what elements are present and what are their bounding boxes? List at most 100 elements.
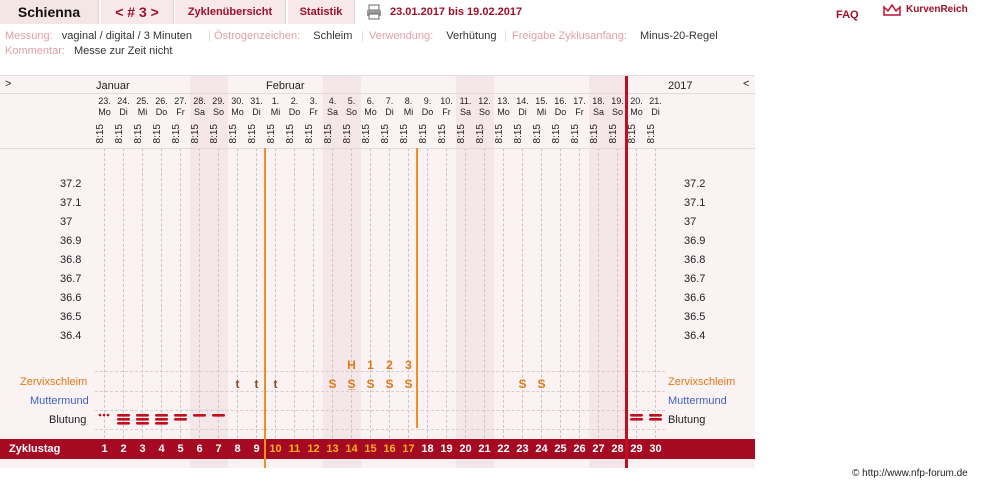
meta-verwendung: Verwendung: Verhütung <box>369 30 496 42</box>
day-number: 21. <box>649 96 662 106</box>
temp-tick-right: 37.1 <box>684 197 706 209</box>
measure-time: 8:15 <box>361 124 372 144</box>
cycle-day-cell[interactable]: 26 <box>573 443 586 455</box>
mucus-mark: S̲ <box>347 377 356 391</box>
temp-tick-right: 36.5 <box>684 311 706 323</box>
day-number: 7. <box>385 96 394 106</box>
crown-icon <box>882 3 902 20</box>
temp-tick-left: 36.5 <box>60 311 82 323</box>
day-number: 15. <box>535 96 548 106</box>
day-number: 3. <box>309 96 318 106</box>
cycle-day-cell[interactable]: 4 <box>158 443 165 455</box>
weekday: Mo <box>364 107 377 117</box>
measure-time: 8:15 <box>171 124 182 144</box>
day-number: 25. <box>136 96 149 106</box>
meta-value: Verhütung <box>446 30 497 42</box>
mucus-mark: S <box>385 377 394 391</box>
measure-time: 8:15 <box>95 124 106 144</box>
measure-time: 8:15 <box>285 124 296 144</box>
day-number: 6. <box>366 96 375 106</box>
cycle-day-cell[interactable]: 21 <box>478 443 491 455</box>
cycle-day-cell[interactable]: 15 <box>364 443 377 455</box>
tab-cycle-overview[interactable]: Zyklenübersicht <box>175 0 286 24</box>
bleeding-marker <box>117 414 130 425</box>
day-number: 28. <box>193 96 206 106</box>
weekday: Mo <box>98 107 111 117</box>
cycle-day-cell[interactable]: 19 <box>440 443 453 455</box>
cycle-day-cell[interactable]: 30 <box>649 443 662 455</box>
cycle-day-cell[interactable]: 12 <box>307 443 320 455</box>
faq-link[interactable]: FAQ <box>836 9 859 21</box>
cycle-day-bar <box>0 439 755 459</box>
measure-time: 8:15 <box>152 124 163 144</box>
cycle-day-cell[interactable]: 5 <box>177 443 184 455</box>
cycle-day-cell[interactable]: 1 <box>101 443 108 455</box>
weekday: Fr <box>176 107 185 117</box>
measure-time: 8:15 <box>570 124 581 144</box>
cycle-day-cell[interactable]: 20 <box>459 443 472 455</box>
cycle-day-cell[interactable]: 14 <box>345 443 358 455</box>
measure-time: 8:15 <box>304 124 315 144</box>
peak-marker: 2 <box>386 358 393 372</box>
cycle-day-cell[interactable]: 29 <box>630 443 643 455</box>
temp-tick-right: 37 <box>684 216 697 228</box>
cycle-day-cell[interactable]: 23 <box>516 443 529 455</box>
cycle-day-cell[interactable]: 24 <box>535 443 548 455</box>
weekday: Do <box>288 107 301 117</box>
print-icon[interactable] <box>366 4 382 20</box>
cycle-day-cell[interactable]: 25 <box>554 443 567 455</box>
day-number: 26. <box>155 96 168 106</box>
measure-time: 8:15 <box>551 124 562 144</box>
temp-tick-left: 36.9 <box>60 235 82 247</box>
cycle-day-cell[interactable]: 8 <box>234 443 241 455</box>
cycle-day-cell[interactable]: 6 <box>196 443 203 455</box>
day-number: 29. <box>212 96 225 106</box>
measure-time: 8:15 <box>209 124 220 144</box>
row-label-blutung: Blutung <box>49 414 87 426</box>
cycle-day-cell[interactable]: 9 <box>253 443 260 455</box>
day-number: 20. <box>630 96 643 106</box>
cycle-day-cell[interactable]: 11 <box>288 443 301 455</box>
scroll-right-arrow[interactable]: < <box>743 78 750 90</box>
peak-marker: H <box>347 358 356 372</box>
cycle-day-cell[interactable]: 13 <box>326 443 339 455</box>
cycle-day-cell[interactable]: 18 <box>421 443 434 455</box>
cycle-day-cell[interactable]: 7 <box>215 443 222 455</box>
weekday: So <box>611 107 623 117</box>
mucus-mark: t <box>273 377 278 391</box>
meta-value: Schleim <box>313 30 353 42</box>
day-number: 16. <box>554 96 567 106</box>
cycle-chart: > < Januar Februar 2017 23. Mo 8:15 24. Di 8:… <box>0 75 755 469</box>
cycle-day-cell[interactable]: 28 <box>611 443 624 455</box>
day-number: 24. <box>117 96 130 106</box>
cycle-day-cell[interactable]: 22 <box>497 443 510 455</box>
weekday: Sa <box>459 107 471 117</box>
scroll-left-arrow[interactable]: > <box>5 78 12 90</box>
temp-tick-right: 36.9 <box>684 235 706 247</box>
weekday: Fr <box>575 107 584 117</box>
weekday: Sa <box>326 107 338 117</box>
peak-marker: 1 <box>367 358 374 372</box>
row-label-cervix-right: Zervixschleim <box>668 376 736 388</box>
measure-time: 8:15 <box>114 124 125 144</box>
brand-logo[interactable]: KurvenReich <box>906 4 968 15</box>
measure-time: 8:15 <box>266 124 277 144</box>
cycle-day-cell[interactable]: 27 <box>592 443 605 455</box>
cycle-day-cell[interactable]: 10 <box>269 443 282 455</box>
day-number: 1. <box>271 96 280 106</box>
cycle-day-cell[interactable]: 17 <box>402 443 415 455</box>
cycle-navigation[interactable]: < # 3 > <box>101 0 174 24</box>
cycle-day-cell[interactable]: 2 <box>120 443 127 455</box>
cycle-day-cell[interactable]: 3 <box>139 443 146 455</box>
cycle-day-cell[interactable]: 16 <box>383 443 396 455</box>
day-number: 31. <box>250 96 263 106</box>
tab-statistics[interactable]: Statistik <box>288 0 355 24</box>
measure-time: 8:15 <box>494 124 505 144</box>
weekday: Mo <box>630 107 643 117</box>
temp-tick-right: 36.8 <box>684 254 706 266</box>
measure-time: 8:15 <box>380 124 391 144</box>
meta-value: Messe zur Zeit nicht <box>73 45 173 57</box>
temp-tick-left: 36.4 <box>60 330 82 342</box>
day-number: 9. <box>423 96 432 106</box>
mucus-mark: S <box>328 377 337 391</box>
